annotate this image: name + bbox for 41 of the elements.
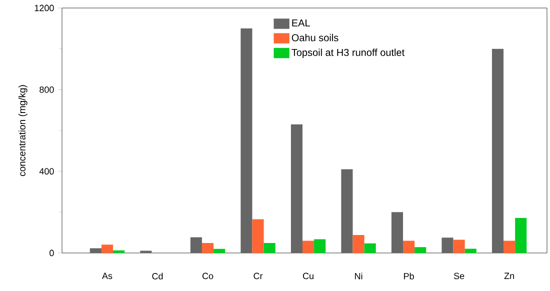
bar <box>252 219 264 253</box>
bar <box>504 240 516 253</box>
legend-label: Topsoil at H3 runoff outlet <box>292 48 405 58</box>
x-tick-label: Cu <box>302 272 314 280</box>
bar <box>364 243 376 253</box>
bar <box>515 218 527 253</box>
y-tick-label: 800 <box>40 86 54 93</box>
legend-label: EAL <box>292 20 310 26</box>
bar <box>240 28 252 253</box>
bar <box>202 242 214 253</box>
bar <box>464 248 476 253</box>
bar <box>492 48 504 253</box>
bar <box>302 240 314 253</box>
y-tick-label: 0 <box>50 250 54 256</box>
x-tick-label: Zn <box>504 272 514 279</box>
bar <box>101 244 114 253</box>
x-tick-label: As <box>102 272 112 280</box>
x-tick-label: Cd <box>152 272 163 280</box>
bar <box>290 124 302 253</box>
x-tick-label: Se <box>454 272 464 280</box>
bar <box>442 238 454 253</box>
bar <box>314 239 326 253</box>
bar <box>341 169 353 253</box>
x-tick-label: Co <box>202 272 214 280</box>
x-tick-label: Cr <box>254 272 263 280</box>
x-tick-label: Ni <box>355 272 362 280</box>
y-tick-label: 1200 <box>34 4 54 12</box>
bar <box>352 235 364 253</box>
bar <box>190 237 202 253</box>
bar <box>414 247 426 253</box>
bar <box>403 240 415 253</box>
x-tick-label: Pb <box>404 272 414 280</box>
bar <box>214 248 226 253</box>
bar <box>391 212 404 253</box>
bar <box>264 242 276 253</box>
bar <box>113 250 125 253</box>
bar <box>453 240 465 253</box>
legend-label: Oahu soils <box>292 34 338 42</box>
y-tick-label: 400 <box>39 168 54 175</box>
y-axis-title: concentration (mg/kg) <box>18 85 28 176</box>
bar <box>90 248 102 253</box>
